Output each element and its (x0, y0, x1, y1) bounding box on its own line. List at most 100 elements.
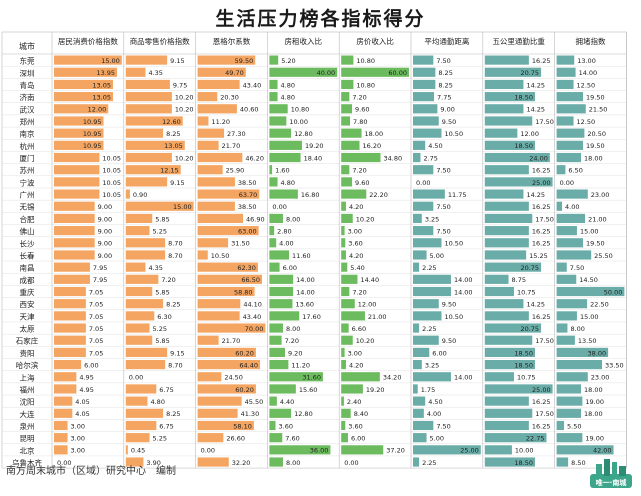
value-bar (413, 372, 451, 382)
value-label: 12.80 (294, 410, 313, 418)
value-label: 17.50 (535, 118, 554, 126)
value-bar (54, 408, 73, 418)
value-bar (413, 433, 427, 443)
value-bar (197, 213, 244, 224)
value-label: 13.05 (92, 81, 111, 89)
value-bar (197, 250, 208, 260)
value-label: 10.00 (289, 118, 308, 126)
value-label: 9.60 (355, 106, 369, 114)
value-label: 8.25 (166, 130, 180, 138)
value-bar (341, 128, 362, 138)
value-label: 9.00 (98, 203, 112, 211)
value-label: 37.20 (386, 447, 405, 455)
value-bar (341, 286, 350, 297)
value-label: 17.50 (535, 337, 554, 345)
value-bar (484, 152, 550, 163)
value-label: 43.40 (243, 313, 262, 321)
value-bar (125, 250, 166, 260)
value-label: 0.00 (57, 459, 71, 467)
city-label: 大连 (20, 409, 35, 419)
value-label: 10.20 (175, 154, 194, 162)
value-label: 10.20 (175, 94, 194, 102)
value-bar (484, 140, 535, 150)
value-bar (269, 408, 292, 418)
value-label: 9.00 (98, 252, 112, 260)
value-label: 36.00 (310, 447, 329, 455)
value-label: 13.95 (96, 69, 115, 77)
value-label: 10.50 (444, 313, 463, 321)
value-label: 24.50 (224, 374, 243, 382)
value-label: 20.50 (587, 130, 606, 138)
value-bar (125, 286, 153, 297)
city-label: 杭州 (20, 141, 35, 151)
value-label: 10.95 (83, 130, 102, 138)
value-bar (125, 189, 130, 199)
value-label: 5.40 (350, 264, 364, 272)
value-bar (54, 384, 77, 394)
value-bar (556, 250, 592, 260)
city-label: 郑州 (20, 116, 35, 126)
value-label: 44.10 (243, 301, 262, 309)
value-label: 25.00 (532, 179, 551, 187)
value-label: 8.00 (286, 325, 300, 333)
value-bar (341, 299, 355, 309)
value-label: 4.95 (79, 386, 93, 394)
value-bar (197, 79, 240, 90)
city-label: 宁波 (20, 177, 35, 187)
value-bar (125, 311, 155, 321)
value-bar (413, 165, 434, 175)
value-label: 22.50 (590, 301, 609, 309)
value-label: 4.50 (428, 142, 442, 150)
value-label: 3.25 (425, 215, 439, 223)
value-label: 13.50 (578, 337, 597, 345)
value-bar (341, 408, 351, 418)
value-label: 11.20 (211, 118, 230, 126)
value-label: 9.00 (440, 106, 454, 114)
value-bar (484, 335, 533, 345)
value-label: 17.50 (535, 215, 554, 223)
value-label: 38.00 (588, 349, 607, 357)
value-label: 46.20 (245, 154, 264, 162)
value-label: 4.50 (428, 398, 442, 406)
value-bar (54, 67, 118, 77)
value-label: 6.00 (84, 361, 98, 369)
value-bar (341, 250, 346, 260)
value-label: 40.60 (240, 106, 259, 114)
city-label: 南京 (20, 129, 35, 139)
column-header: 恩格尔系数 (213, 36, 251, 46)
value-bar (54, 286, 86, 297)
value-label: 7.20 (285, 337, 299, 345)
city-label: 南昌 (20, 263, 35, 273)
value-bar (341, 104, 353, 114)
value-bar (269, 347, 285, 357)
value-label: 20.75 (520, 264, 539, 272)
value-bar (413, 238, 442, 248)
value-bar (556, 323, 568, 333)
city-label: 乌鲁木齐 (12, 458, 42, 468)
value-bar (556, 104, 586, 114)
value-bar (556, 189, 588, 199)
value-bar (197, 457, 229, 467)
value-label: 38.50 (238, 203, 257, 211)
value-bar (197, 177, 235, 187)
value-label: 9.50 (442, 118, 456, 126)
value-label: 46.90 (246, 215, 265, 223)
value-label: 42.00 (593, 447, 612, 455)
value-bar (125, 360, 166, 370)
city-label: 石家庄 (16, 336, 39, 346)
value-label: 10.20 (356, 215, 375, 223)
value-label: 40.00 (317, 69, 336, 77)
value-bar (54, 213, 95, 224)
value-bar (269, 396, 277, 406)
value-bar (54, 262, 90, 272)
value-label: 5.00 (430, 252, 444, 260)
value-label: 25.00 (532, 386, 551, 394)
value-bar (197, 408, 238, 418)
value-label: 7.95 (93, 264, 107, 272)
value-bar (269, 274, 294, 284)
value-bar (341, 189, 367, 199)
value-bar (341, 177, 353, 187)
column-header: 居民消费价格指数 (58, 36, 118, 46)
value-label: 16.25 (532, 422, 551, 430)
value-bar (341, 384, 363, 394)
